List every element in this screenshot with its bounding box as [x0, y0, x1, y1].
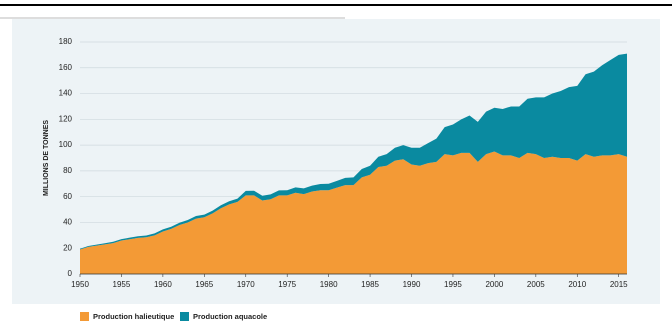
y-tick-label: 80 [63, 166, 72, 175]
y-tick-label: 180 [59, 37, 73, 46]
y-tick-label: 60 [63, 192, 72, 201]
y-tick-label: 20 [63, 243, 72, 252]
legend-swatch [180, 312, 189, 321]
x-tick-label: 1995 [444, 280, 462, 289]
y-tick-label: 0 [68, 269, 73, 278]
x-tick-label: 2005 [527, 280, 545, 289]
x-tick-label: 1985 [361, 280, 379, 289]
x-tick-label: 1970 [237, 280, 255, 289]
x-tick-label: 1965 [195, 280, 213, 289]
x-tick-label: 1960 [154, 280, 172, 289]
legend-label: Production aquacole [193, 312, 267, 321]
y-axis-label: MILLIONS DE TONNES [43, 120, 50, 196]
x-tick-label: 1950 [71, 280, 89, 289]
legend-label: Production halieutique [93, 312, 174, 321]
y-tick-label: 100 [59, 140, 73, 149]
y-tick-label: 140 [59, 89, 73, 98]
legend-swatch [80, 312, 89, 321]
y-tick-label: 40 [63, 218, 72, 227]
x-tick-label: 1980 [320, 280, 338, 289]
x-tick-label: 1990 [403, 280, 421, 289]
x-tick-label: 2015 [610, 280, 628, 289]
y-tick-label: 120 [59, 114, 73, 123]
area [80, 53, 627, 250]
area [80, 151, 627, 274]
x-tick-label: 1955 [113, 280, 131, 289]
x-tick-label: 2010 [568, 280, 586, 289]
x-tick-label: 2000 [485, 280, 503, 289]
y-tick-label: 160 [59, 63, 73, 72]
x-tick-label: 1975 [278, 280, 296, 289]
